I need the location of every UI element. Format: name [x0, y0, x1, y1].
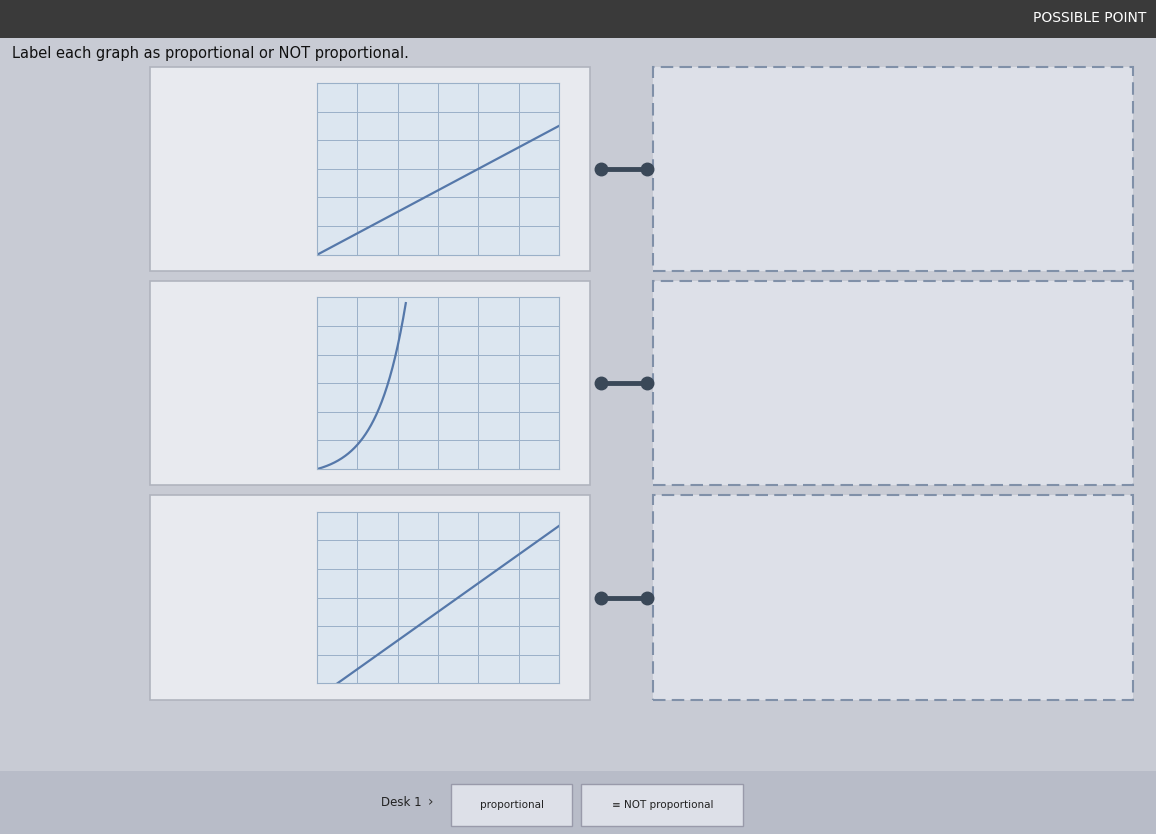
Text: Desk 1: Desk 1	[381, 796, 422, 809]
Text: POSSIBLE POINT: POSSIBLE POINT	[1033, 12, 1147, 25]
Bar	[150, 281, 590, 485]
Bar	[150, 67, 590, 271]
Bar	[150, 495, 590, 700]
Text: ›: ›	[428, 796, 434, 809]
Bar	[0, 771, 1156, 834]
Bar	[653, 281, 1133, 485]
Text: proportional: proportional	[480, 800, 543, 810]
Text: ≡ NOT proportional: ≡ NOT proportional	[612, 800, 713, 810]
Bar	[653, 67, 1133, 271]
Text: Label each graph as proportional or NOT proportional.: Label each graph as proportional or NOT …	[12, 46, 408, 61]
Bar	[0, 0, 1156, 38]
Bar	[581, 784, 743, 826]
Bar	[451, 784, 572, 826]
Bar	[653, 495, 1133, 700]
